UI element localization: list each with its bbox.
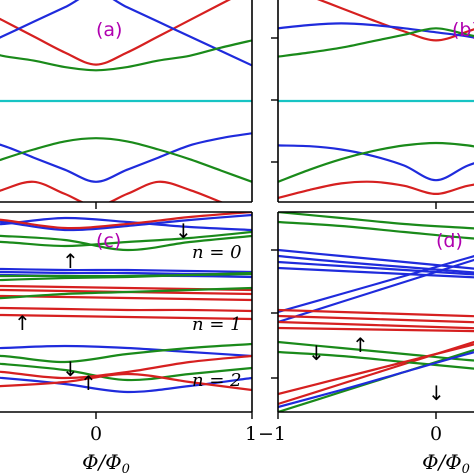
xlabel-right-sub: 0: [462, 462, 470, 474]
panel-label-d: (d): [436, 230, 463, 252]
xlabel-left: Φ/Φ0: [82, 450, 130, 474]
panel-d-series-16: [278, 351, 474, 409]
panel-d: [278, 212, 474, 412]
panel-d-series-17: [278, 343, 474, 396]
arrow-down-d-left: ↓: [308, 341, 325, 365]
xlabel-left-base: Φ/Φ: [82, 450, 122, 474]
panel-c-series-0: [0, 213, 252, 232]
arrow-up-c-bot: ↑: [80, 371, 97, 395]
xlabel-left-sub: 0: [122, 462, 130, 474]
arrow-down-d-bot: ↓: [428, 381, 445, 405]
panel-c-series-15: [0, 313, 252, 321]
panel-d-series-6: [278, 258, 474, 324]
panel-c-series-20: [0, 376, 252, 394]
panel-d-series-0: [278, 212, 474, 230]
panel-c-series-3: [0, 230, 252, 248]
panel-label-c: (c): [96, 230, 121, 252]
panel-c-series-12: [0, 294, 252, 302]
annot-n1: n = 1: [192, 314, 242, 335]
arrow-up-d-mid: ↑: [352, 333, 369, 357]
xtick-label-c-one: 1: [245, 423, 257, 445]
panel-c-series-21: [0, 372, 252, 392]
panel-b-series-4: [278, 144, 474, 182]
panel-label-b: (b): [452, 19, 474, 41]
panel-c-series-11: [0, 288, 252, 296]
arrow-down-c-top: ↓: [175, 219, 192, 243]
arrow-down-c-bot: ↓: [62, 357, 79, 381]
panel-a-series-4: [0, 132, 252, 183]
annot-n2: n = 2: [192, 370, 242, 391]
panel-d-series-5: [278, 266, 474, 279]
panel-c-series-19: [0, 354, 252, 380]
panel-d-series-7: [278, 255, 474, 314]
panel-a-series-5: [0, 137, 252, 183]
panel-d-series-1: [278, 220, 474, 240]
panel-d-series-13: [278, 340, 474, 362]
panel-d-series-2: [278, 248, 474, 270]
panel-d-series-14: [278, 350, 474, 370]
panel-c-series-16: [0, 344, 252, 358]
panel-b: [278, 0, 474, 200]
panel-b-series-1: [278, 22, 474, 39]
panel-a-series-0: [0, 0, 232, 66]
panel-a-series-6: [0, 180, 224, 202]
panel-c-series-13: [0, 286, 252, 300]
panel-d-series-9: [278, 314, 474, 324]
xlabel-right-base: Φ/Φ: [422, 450, 462, 474]
panel-b-series-0: [317, 0, 474, 42]
panel-c: [0, 212, 252, 394]
xtick-label-d-minus-one: −1: [258, 423, 286, 445]
panel-c-series-17: [0, 342, 252, 364]
arrow-up-c-mid: ↑: [14, 311, 31, 335]
panel-a: [0, 0, 252, 202]
panel-d-series-10: [278, 320, 474, 330]
panel-d-series-8: [278, 308, 474, 318]
panel-c-series-9: [0, 271, 252, 282]
panel-c-series-4: [0, 234, 252, 252]
xtick-label-c-zero: 0: [90, 423, 102, 445]
panel-d-series-11: [278, 326, 474, 333]
panel-b-series-2: [278, 27, 474, 58]
panel-d-series-3: [278, 254, 474, 274]
xlabel-right: Φ/Φ0: [422, 450, 470, 474]
arrow-up-c-top: ↑: [62, 249, 79, 273]
panel-c-series-14: [0, 306, 252, 313]
panel-a-series-2: [0, 39, 252, 72]
panel-c-series-1: [0, 216, 252, 232]
annot-n0: n = 0: [192, 242, 242, 263]
panel-b-series-6: [278, 180, 474, 200]
panel-a-series-1: [0, 0, 252, 67]
panel-c-series-5: [0, 267, 252, 274]
panel-label-a: (a): [96, 19, 122, 41]
panel-c-series-2: [0, 212, 252, 230]
xtick-label-d-zero: 0: [430, 423, 442, 445]
panel-b-series-5: [278, 141, 474, 183]
